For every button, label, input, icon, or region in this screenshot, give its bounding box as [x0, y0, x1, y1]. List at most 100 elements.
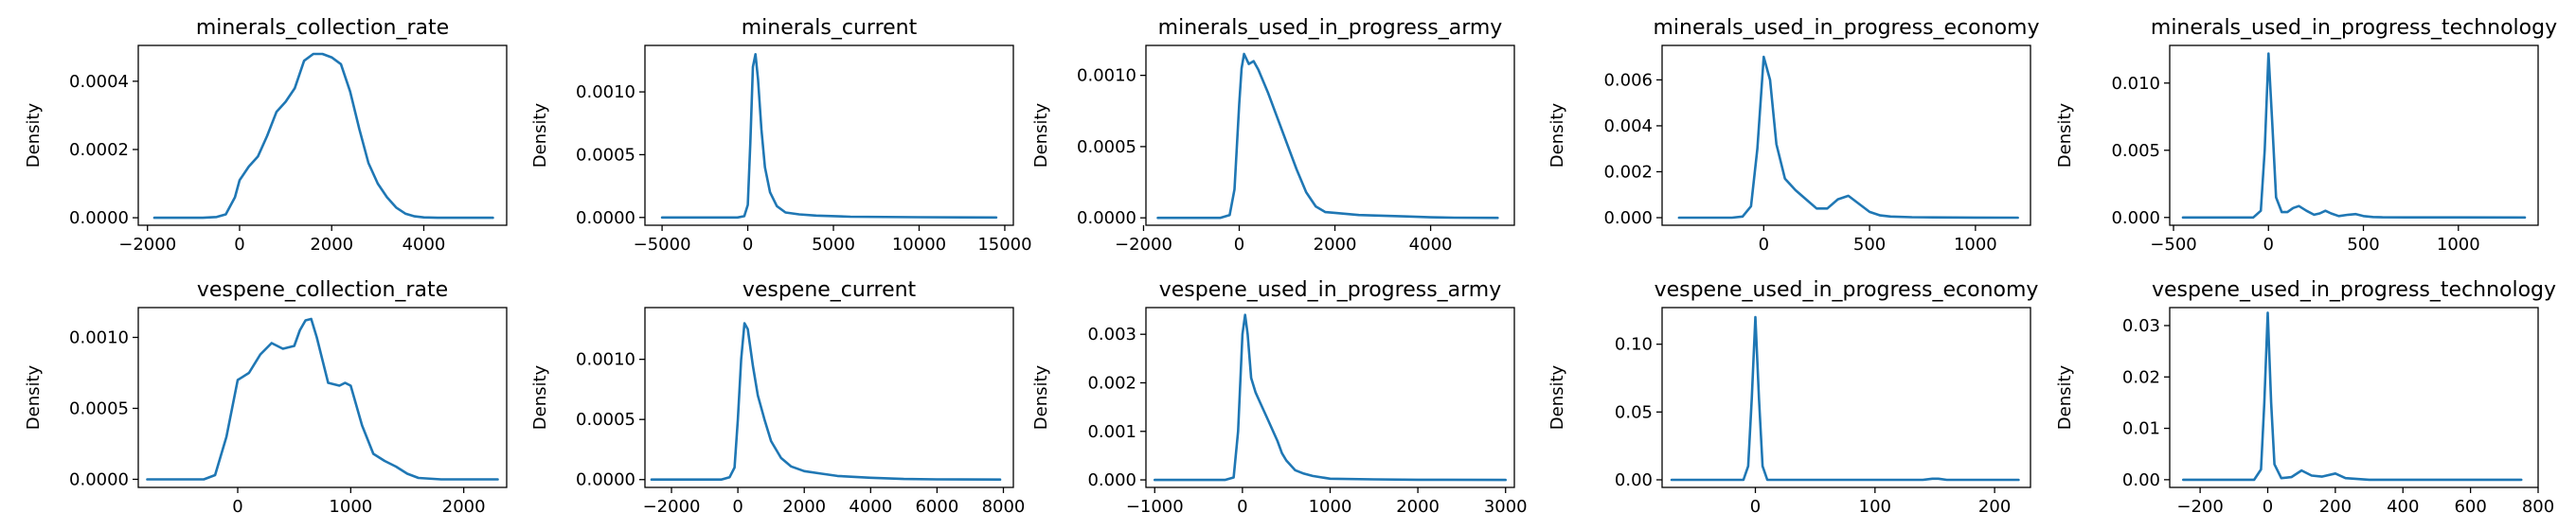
subplot-title: vespene_used_in_progress_economy — [1655, 278, 2039, 302]
x-tick-label: 500 — [2347, 235, 2379, 255]
subplot-title: minerals_current — [742, 16, 918, 40]
x-tick-label: 0 — [234, 235, 244, 255]
plot-frame — [2169, 307, 2539, 488]
subplot: vespene_used_in_progress_economy Density 0… — [1547, 278, 2038, 517]
y-tick-label: 0.0000 — [69, 208, 129, 228]
x-tick-label: 4000 — [1409, 235, 1453, 255]
subplot: vespene_used_in_progress_army Density −100… — [1031, 278, 1528, 517]
x-tick-label: 2000 — [310, 235, 353, 255]
subplot: minerals_used_in_progress_economy Density… — [1547, 16, 2040, 255]
x-tick-label: 2000 — [442, 497, 486, 517]
x-tick-label: 6000 — [915, 497, 958, 517]
subplot: vespene_used_in_progress_technology Densi… — [2055, 278, 2556, 517]
y-tick-label: 0.001 — [1087, 422, 1136, 442]
x-tick-label: 4000 — [849, 497, 892, 517]
y-tick-label: 0.000 — [2111, 208, 2160, 228]
density-curve — [660, 52, 998, 220]
x-tick-label: 2000 — [1396, 497, 1440, 517]
y-tick-label: 0.006 — [1603, 70, 1653, 90]
y-axis-label: Density — [530, 102, 550, 168]
density-curve — [2182, 311, 2523, 482]
x-tick-label: 0 — [1234, 235, 1244, 255]
x-tick-label: 0 — [1750, 497, 1761, 517]
subplot-title: minerals_collection_rate — [196, 16, 449, 40]
subplot-title: vespene_current — [742, 278, 917, 302]
y-tick-label: 0.0000 — [576, 470, 635, 490]
y-tick-label: 0.0000 — [576, 208, 635, 228]
y-tick-label: 0.0004 — [69, 72, 129, 92]
y-tick-label: 0.05 — [1615, 402, 1653, 422]
y-axis-label: Density — [2055, 364, 2075, 430]
y-tick-label: 0.0005 — [576, 145, 635, 165]
y-tick-label: 0.0002 — [69, 140, 129, 160]
y-tick-label: 0.0005 — [69, 398, 129, 418]
density-curve — [1670, 315, 2020, 482]
y-tick-label: 0.010 — [2111, 74, 2160, 94]
x-tick-label: 1000 — [2437, 235, 2480, 255]
x-tick-label: 500 — [1853, 235, 1886, 255]
x-tick-label: 400 — [2387, 497, 2419, 517]
plot-frame — [1661, 44, 2031, 226]
y-tick-label: 0.0010 — [576, 82, 635, 102]
x-tick-label: 200 — [1978, 497, 2011, 517]
subplot-title: vespene_collection_rate — [197, 278, 448, 302]
x-tick-label: 0 — [2263, 235, 2274, 255]
x-tick-label: 4000 — [402, 235, 446, 255]
y-axis-label: Density — [1031, 364, 1051, 430]
density-curve — [1154, 313, 1507, 482]
y-tick-label: 0.00 — [1615, 470, 1653, 490]
subplot: minerals_collection_rate Density −2000 0 200… — [24, 16, 508, 255]
subplot: minerals_used_in_progress_technology Dens… — [2055, 16, 2557, 255]
y-tick-label: 0.0000 — [1077, 208, 1136, 228]
subplot: vespene_current Density −2000 0 2000 4000 6000… — [530, 278, 1025, 517]
density-curve — [650, 322, 1002, 482]
x-tick-label: 0 — [742, 235, 753, 255]
x-tick-label: 100 — [1859, 497, 1891, 517]
x-tick-label: 0 — [732, 497, 742, 517]
y-tick-label: 0.0010 — [576, 350, 635, 370]
y-tick-label: 0.01 — [2122, 419, 2160, 439]
density-curve — [2181, 52, 2527, 220]
y-tick-label: 0.000 — [1087, 470, 1136, 490]
y-tick-label: 0.005 — [2111, 141, 2160, 161]
x-tick-label: −500 — [2150, 235, 2196, 255]
y-axis-label: Density — [530, 364, 550, 430]
y-tick-label: 0.0005 — [1077, 137, 1136, 157]
plot-frame — [1145, 44, 1515, 226]
y-tick-label: 0.000 — [1603, 208, 1653, 228]
x-tick-label: 15000 — [977, 235, 1031, 255]
y-tick-label: 0.0000 — [69, 469, 129, 489]
subplot: vespene_collection_rate Density 0 1000 2000 0… — [24, 278, 508, 517]
x-tick-label: −2000 — [1115, 235, 1172, 255]
plot-frame — [137, 307, 508, 488]
x-tick-label: 0 — [232, 497, 242, 517]
x-tick-label: 200 — [2319, 497, 2352, 517]
subplot-title: minerals_used_in_progress_army — [1158, 16, 1503, 40]
y-tick-label: 0.0010 — [1077, 66, 1136, 86]
x-tick-label: 1000 — [329, 497, 372, 517]
y-tick-label: 0.002 — [1087, 373, 1136, 393]
plot-frame — [1145, 307, 1515, 488]
x-tick-label: 5000 — [812, 235, 855, 255]
plot-frame — [644, 44, 1014, 226]
x-tick-label: 1000 — [1954, 235, 1997, 255]
y-axis-label: Density — [2055, 102, 2075, 168]
x-tick-label: −2000 — [643, 497, 701, 517]
y-axis-label: Density — [24, 102, 44, 168]
x-tick-label: 0 — [1237, 497, 1247, 517]
y-tick-label: 0.0005 — [576, 410, 635, 430]
x-tick-label: 3000 — [1484, 497, 1528, 517]
subplot-title: minerals_used_in_progress_economy — [1654, 16, 2040, 40]
y-tick-label: 0.002 — [1603, 162, 1653, 182]
y-tick-label: 0.10 — [1615, 335, 1653, 355]
y-axis-label: Density — [1547, 102, 1567, 168]
subplot-title: vespene_used_in_progress_army — [1159, 278, 1502, 302]
density-curve — [146, 317, 499, 481]
x-tick-label: 2000 — [782, 497, 826, 517]
density-curve — [152, 52, 494, 220]
x-tick-label: 600 — [2454, 497, 2486, 517]
x-tick-label: −200 — [2176, 497, 2223, 517]
y-tick-label: 0.004 — [1603, 116, 1653, 136]
plot-frame — [644, 307, 1014, 488]
